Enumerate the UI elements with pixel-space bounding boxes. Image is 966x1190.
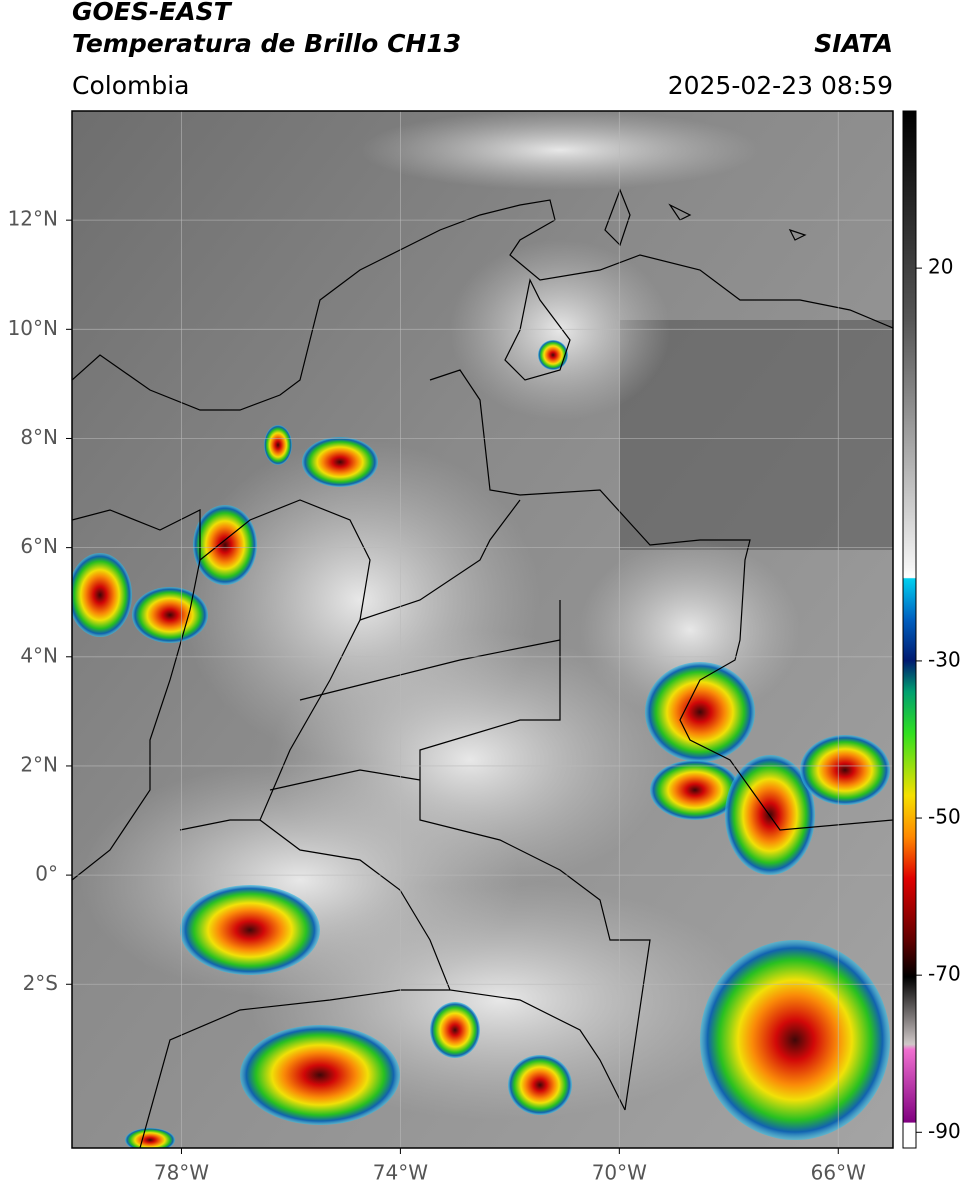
y-tick-label: 6°N bbox=[20, 534, 58, 558]
y-tick-label: 2°S bbox=[23, 971, 58, 995]
y-tick-label: 2°N bbox=[20, 752, 58, 776]
subtitle: Temperatura de Brillo CH13 bbox=[72, 29, 461, 58]
map-frame bbox=[71, 110, 894, 1149]
title: GOES-EAST bbox=[72, 0, 233, 26]
x-tick-label: 78°W bbox=[154, 1161, 209, 1185]
colorbar-tick-label: 20 bbox=[928, 255, 953, 279]
datetime: 2025-02-23 08:59 bbox=[668, 71, 893, 100]
region: Colombia bbox=[72, 71, 189, 100]
x-tick-label: 66°W bbox=[811, 1161, 866, 1185]
colorbar-tick-label: -50 bbox=[928, 805, 961, 829]
satellite-image bbox=[72, 111, 893, 1148]
source: SIATA bbox=[814, 29, 893, 58]
colorbar-tick-label: -30 bbox=[928, 647, 961, 671]
colorbar bbox=[902, 110, 917, 1149]
colorbar-tick-label: -90 bbox=[928, 1119, 961, 1143]
x-tick-label: 70°W bbox=[592, 1161, 647, 1185]
graticule bbox=[72, 111, 893, 1148]
y-tick-label: 10°N bbox=[8, 316, 58, 340]
x-tick-label: 74°W bbox=[373, 1161, 428, 1185]
y-tick-label: 8°N bbox=[20, 425, 58, 449]
colorbar-tick-label: -70 bbox=[928, 962, 961, 986]
y-tick-label: 0° bbox=[35, 862, 58, 886]
y-tick-label: 4°N bbox=[20, 643, 58, 667]
y-tick-label: 12°N bbox=[8, 207, 58, 231]
